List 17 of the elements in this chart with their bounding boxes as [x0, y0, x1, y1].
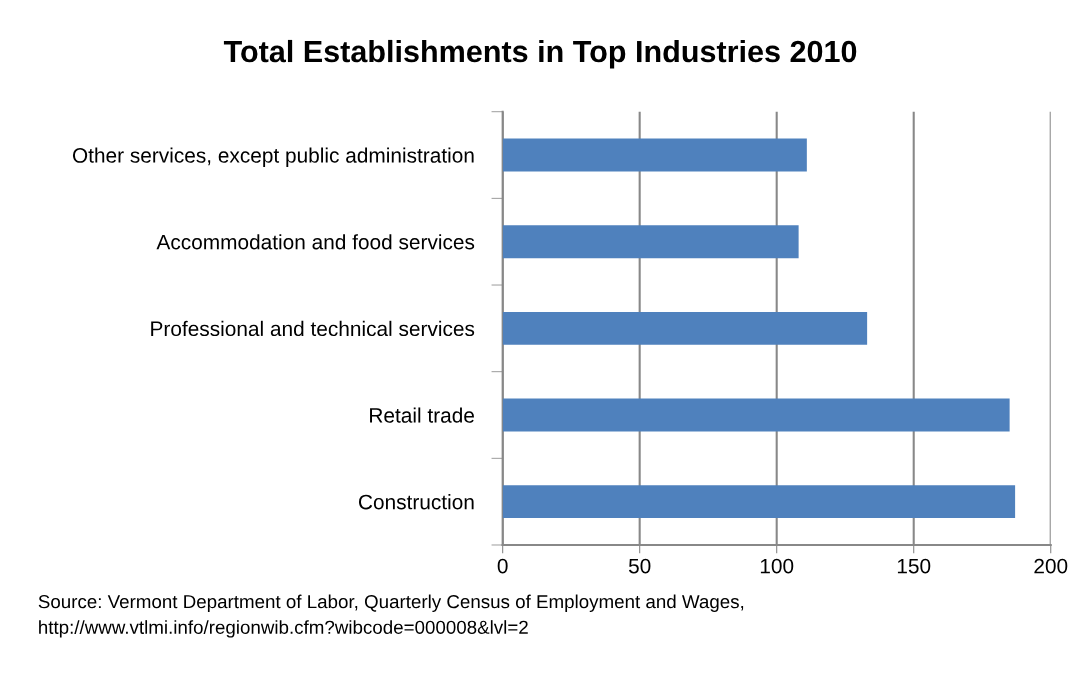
y-tick-label: Accommodation and food services [156, 234, 475, 250]
y-tick-label: Other services, except public administration [72, 147, 474, 167]
x-tick-label: 200 [1034, 558, 1068, 574]
source-note: Source: Vermont Department of Labor, Quarterly Census of Employment and Wages, http://www.vtlmi.info/regionwib.cfm?wibcode=000008&lvl=2 [38, 594, 744, 638]
x-tick-label: 100 [760, 558, 794, 574]
x-tick-label: 150 [897, 558, 931, 574]
chart-title: Total Establishments in Top Industries 2010 [223, 39, 857, 69]
bar [502, 398, 1010, 432]
bar [502, 225, 799, 259]
bar [502, 485, 1016, 519]
y-tick-label: Retail trade [370, 407, 474, 423]
x-tick-label: 50 [628, 558, 651, 574]
y-tick-label: Professional and technical services [151, 320, 475, 337]
x-tick-label: 0 [497, 558, 508, 574]
bar [502, 138, 807, 172]
bar [502, 311, 868, 345]
y-tick-label: Construction [359, 494, 474, 510]
